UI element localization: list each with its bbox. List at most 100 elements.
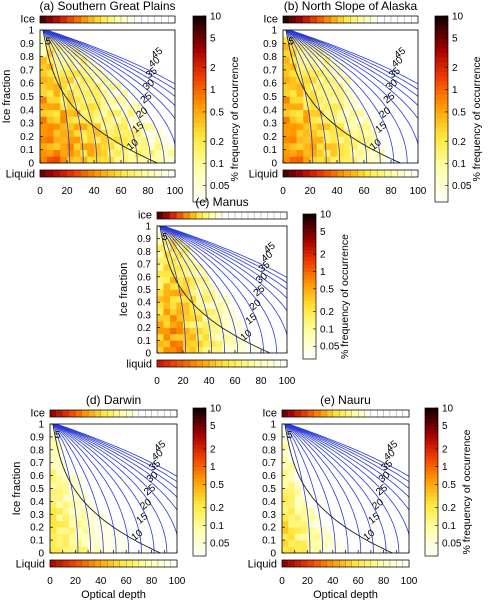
heatmap-cell xyxy=(320,540,327,547)
heatmap-cell xyxy=(282,469,289,476)
contour-line xyxy=(55,424,177,489)
strip-cell xyxy=(168,15,176,24)
heatmap-cell xyxy=(330,89,338,97)
strip-cell xyxy=(163,359,171,368)
colorbar: 10 5 2 1 0.5 0.2 0.1 0.05 xyxy=(192,404,230,557)
strip-cell xyxy=(288,559,296,568)
colorbar-segment xyxy=(425,467,438,472)
strip-cell xyxy=(289,169,297,178)
liquid-strip xyxy=(156,359,288,368)
y-axis-label: Ice fraction xyxy=(1,70,13,124)
contour-line xyxy=(286,30,341,163)
heatmap-cell xyxy=(107,129,115,137)
heatmap-cell xyxy=(62,462,70,470)
colorbar-segment xyxy=(435,178,448,184)
contour-label: 10 xyxy=(362,528,378,544)
colorbar-segment xyxy=(193,437,206,442)
heatmap-cell xyxy=(294,501,302,509)
colorbar-segment xyxy=(435,99,448,105)
heatmap-cell xyxy=(67,149,75,157)
colorbar-segment xyxy=(435,90,448,96)
colorbar-segment xyxy=(193,188,206,194)
strip-cell xyxy=(53,169,61,178)
heatmap-cell xyxy=(170,321,177,328)
heatmap-cell xyxy=(313,520,321,528)
heatmap-cell xyxy=(163,340,171,347)
heatmap-cell xyxy=(121,123,129,131)
strip-cell xyxy=(316,15,324,24)
heatmap-cell xyxy=(303,83,311,91)
heatmap-cell xyxy=(283,96,291,104)
contour-line xyxy=(53,424,130,553)
x-tick-label: 60 xyxy=(121,576,133,587)
heatmap-cell xyxy=(343,109,351,117)
heatmap-cell xyxy=(283,149,291,157)
ice-strip xyxy=(281,409,410,418)
colorbar-tick-label: 0.05 xyxy=(210,538,230,549)
heatmap-cell xyxy=(294,488,302,496)
x-tick-label: 20 xyxy=(177,376,189,387)
strip-cell xyxy=(151,559,159,568)
strip-cell xyxy=(141,15,149,24)
strip-cell xyxy=(241,211,249,220)
heatmap-cell xyxy=(364,136,372,144)
colorbar-segment xyxy=(303,344,316,349)
heatmap-cell xyxy=(323,109,331,117)
heatmap-cell xyxy=(316,49,324,57)
contour-label: 20 xyxy=(138,497,154,513)
colorbar-segment xyxy=(193,530,206,535)
heatmap-cell xyxy=(56,482,63,489)
heatmap-cell xyxy=(350,96,358,104)
colorbar-tick-label: 5 xyxy=(320,227,326,238)
heatmap-cell xyxy=(46,76,54,84)
heatmap-cell xyxy=(176,245,184,252)
strip-cell xyxy=(411,169,419,178)
colorbar-tick-label: 2 xyxy=(210,445,216,456)
colorbar-segment xyxy=(303,279,316,284)
heatmap-cell xyxy=(80,123,88,131)
colorbar-segment xyxy=(425,544,438,549)
heatmap-cell xyxy=(114,143,122,150)
y-tick-label: 0.8 xyxy=(30,445,44,456)
x-tick-label: 100 xyxy=(169,576,186,587)
heatmap-cell xyxy=(350,129,358,137)
heatmap-cell xyxy=(148,156,156,164)
strip-cell xyxy=(208,211,216,220)
heatmap-cell xyxy=(53,156,61,164)
colorbar-tick-label: 0.05 xyxy=(210,181,230,192)
heatmap-cell xyxy=(40,36,48,44)
heatmap-cell xyxy=(296,149,304,157)
heatmap-cell xyxy=(316,129,324,137)
heatmap-cell xyxy=(67,103,75,111)
colorbar-segment xyxy=(193,474,206,479)
heatmap-cell xyxy=(40,129,48,137)
heatmap-cell xyxy=(40,143,48,150)
heatmap-cell xyxy=(289,109,297,117)
colorbar-frame xyxy=(192,15,207,203)
heatmap-cell xyxy=(313,540,321,547)
contour-line xyxy=(289,30,418,97)
contour-lines xyxy=(42,30,175,163)
strip-cell xyxy=(62,559,70,568)
contour-line xyxy=(54,424,155,553)
x-tick-label: 0 xyxy=(280,186,286,197)
colorbar-segment xyxy=(435,67,448,73)
heatmap-cell xyxy=(294,540,302,547)
heatmap-cell xyxy=(80,156,88,164)
heatmap-cell xyxy=(235,327,242,335)
heatmap-cell xyxy=(121,116,129,124)
heatmap-cell xyxy=(303,109,311,117)
strip-cell xyxy=(343,169,351,178)
strip-cell xyxy=(404,169,412,178)
x-tick-label: 40 xyxy=(327,576,339,587)
strip-cell xyxy=(132,409,140,418)
heatmap-cell xyxy=(67,96,75,104)
heatmap-cell xyxy=(176,276,184,284)
heatmap-cell xyxy=(73,136,81,144)
heatmap-cell xyxy=(50,533,57,541)
heatmap-cell xyxy=(46,149,54,157)
heatmap-cell xyxy=(283,156,291,164)
heatmap-cell xyxy=(121,89,129,97)
strip-cell xyxy=(113,409,121,418)
colorbar-segment xyxy=(303,261,316,266)
